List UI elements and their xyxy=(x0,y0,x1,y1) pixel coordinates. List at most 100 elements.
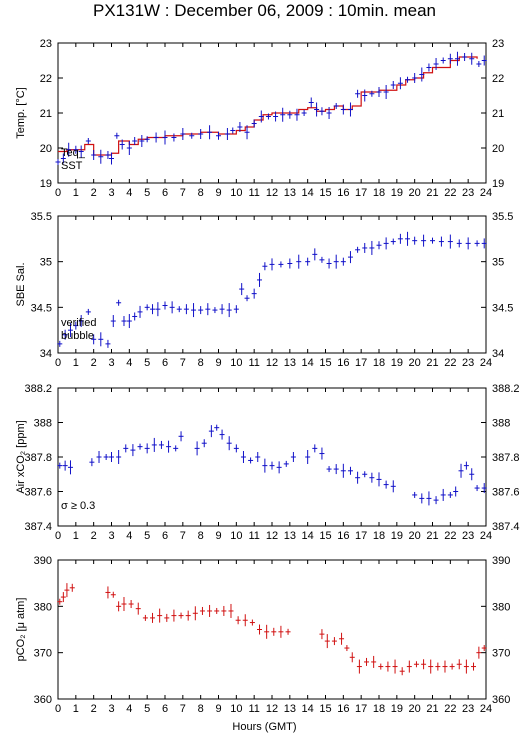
data-point xyxy=(221,605,227,616)
data-point xyxy=(235,616,241,625)
data-point xyxy=(85,138,91,144)
data-point xyxy=(135,602,141,615)
data-point xyxy=(60,592,66,603)
x-tick-label: 12 xyxy=(266,187,278,199)
x-tick-label: 1 xyxy=(73,703,79,715)
plot-frame-1 xyxy=(57,215,487,354)
data-point xyxy=(60,153,66,164)
data-point xyxy=(110,591,116,598)
data-point xyxy=(355,246,361,253)
x-tick-label: 1 xyxy=(73,187,79,199)
y-tick-label-right: 387.4 xyxy=(492,521,520,533)
x-tick-label: 18 xyxy=(373,187,385,199)
data-point xyxy=(257,624,263,635)
y-tick-label: 380 xyxy=(34,601,52,613)
data-point xyxy=(69,583,75,592)
data-point xyxy=(66,142,72,157)
x-tick-label: 14 xyxy=(302,530,314,542)
data-point xyxy=(198,306,204,315)
data-point xyxy=(105,151,111,159)
data-point xyxy=(244,295,250,302)
data-point xyxy=(412,236,418,245)
data-point xyxy=(419,493,425,504)
x-tick-label: 1 xyxy=(73,357,79,369)
data-point xyxy=(255,452,261,462)
data-point xyxy=(369,90,375,97)
data-point xyxy=(105,586,111,599)
y-tick-label: 20 xyxy=(40,143,52,155)
x-tick-label: 0 xyxy=(55,703,61,715)
x-tick-label: 4 xyxy=(126,530,132,542)
data-point xyxy=(378,663,384,670)
data-point xyxy=(340,104,346,115)
x-tick-label: 13 xyxy=(284,530,296,542)
x-tick-label: 3 xyxy=(108,187,114,199)
data-point xyxy=(123,444,129,453)
data-point xyxy=(57,598,63,605)
data-point xyxy=(474,240,480,247)
data-point xyxy=(287,258,293,269)
y-tick-label: 35 xyxy=(40,257,52,269)
data-point xyxy=(355,89,361,98)
y-tick-label: 34 xyxy=(40,348,52,360)
data-point xyxy=(73,321,79,330)
y-tick-label: 387.6 xyxy=(24,487,52,499)
data-point xyxy=(189,132,195,139)
series-line-Teq_ xyxy=(58,56,478,156)
x-tick-label: 14 xyxy=(302,187,314,199)
data-point xyxy=(421,659,427,670)
data-point xyxy=(456,239,462,248)
x-tick-label: 20 xyxy=(409,357,421,369)
data-point xyxy=(376,87,382,97)
x-tick-label: 5 xyxy=(144,187,150,199)
x-tick-label: 12 xyxy=(266,357,278,369)
data-point xyxy=(144,443,150,454)
data-point xyxy=(205,303,211,316)
data-point xyxy=(89,458,95,467)
data-point xyxy=(454,51,460,66)
x-tick-label: 16 xyxy=(337,357,349,369)
data-point xyxy=(219,304,225,315)
x-tick-label: 21 xyxy=(426,357,438,369)
x-tick-label: 11 xyxy=(248,187,259,199)
x-tick-label: 24 xyxy=(480,187,492,199)
data-point xyxy=(155,302,161,317)
data-point xyxy=(474,485,480,492)
data-point xyxy=(258,110,264,123)
x-tick-label: 13 xyxy=(284,357,296,369)
data-point xyxy=(226,436,232,451)
x-tick-label: 19 xyxy=(391,530,403,542)
data-point xyxy=(269,461,275,470)
data-point xyxy=(121,597,127,612)
data-point xyxy=(308,97,314,108)
data-point xyxy=(278,261,284,268)
data-point xyxy=(476,61,482,67)
data-point xyxy=(219,429,225,440)
data-point xyxy=(362,89,368,102)
data-point xyxy=(98,149,104,164)
x-tick-label: 4 xyxy=(126,187,132,199)
data-point xyxy=(347,251,353,264)
x-tick-label: 22 xyxy=(444,703,456,715)
x-tick-label: 17 xyxy=(355,703,367,715)
x-tick-label: 10 xyxy=(230,530,242,542)
data-point xyxy=(481,55,487,66)
x-tick-label: 14 xyxy=(302,703,314,715)
x-tick-label: 24 xyxy=(480,530,492,542)
x-tick-label: 1 xyxy=(73,530,79,542)
y-tick-label-right: 34.5 xyxy=(492,302,513,314)
data-point xyxy=(438,236,444,247)
x-tick-label: 18 xyxy=(373,357,385,369)
data-point xyxy=(128,600,134,609)
data-point xyxy=(319,629,325,640)
data-point xyxy=(171,133,177,142)
data-point xyxy=(399,667,405,676)
x-tick-label: 6 xyxy=(162,357,168,369)
data-point xyxy=(440,57,446,64)
x-tick-label: 22 xyxy=(444,187,456,199)
y-tick-label: 387.8 xyxy=(24,452,52,464)
data-point xyxy=(440,488,446,501)
x-axis-label: Hours (GMT) xyxy=(232,721,297,733)
data-point xyxy=(305,450,311,464)
